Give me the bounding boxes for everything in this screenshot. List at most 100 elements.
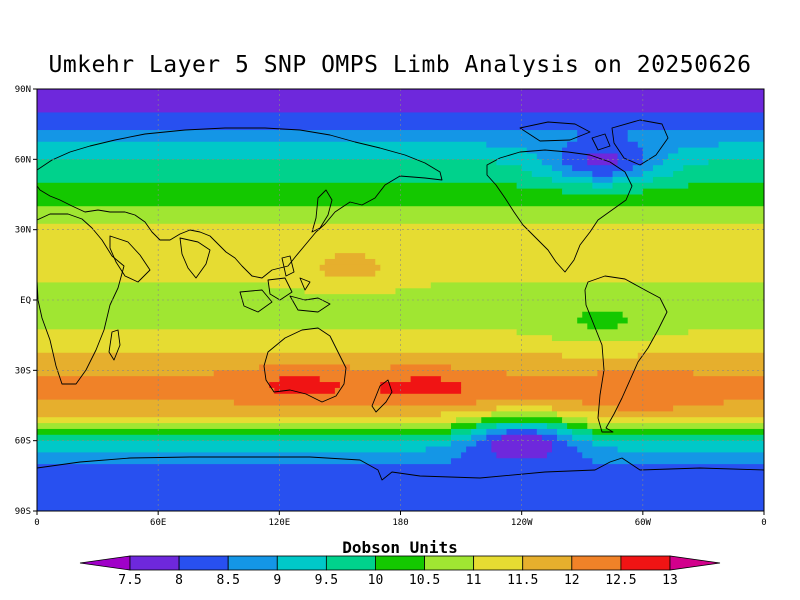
field-cell: [541, 159, 563, 166]
field-cell: [587, 153, 619, 160]
field-cell: [496, 423, 548, 430]
field-cell: [587, 323, 619, 330]
lon-tick-label: 60E: [150, 518, 166, 528]
field-cell: [668, 153, 764, 160]
field-cell: [37, 141, 487, 149]
field-cell: [269, 282, 432, 289]
colorbar-level-label: 9.5: [315, 573, 338, 588]
colorbar-low-arrow: [79, 555, 131, 571]
field-cell: [617, 159, 644, 166]
field-cell: [450, 434, 472, 442]
field-cell: [440, 411, 492, 418]
field-cell: [37, 335, 553, 342]
field-cell: [37, 440, 452, 448]
field-cell: [324, 270, 376, 278]
arctic-islands-coastline: [519, 121, 611, 151]
field-cell: [683, 165, 764, 172]
field-cell: [334, 253, 366, 260]
field-cell: [37, 229, 764, 237]
field-cell: [592, 458, 764, 465]
field-cell: [496, 159, 543, 166]
field-cell: [450, 423, 477, 430]
field-cell: [652, 165, 684, 172]
indonesia-coastline: [239, 277, 331, 313]
page-title: Umkehr Layer 5 SNP OMPS Limb Analysis on…: [48, 52, 752, 78]
field-cell: [627, 130, 764, 137]
colorbar-segment: [571, 555, 622, 571]
field-cell: [577, 135, 629, 143]
field-cell: [506, 428, 538, 436]
colorbar-segment: [129, 555, 180, 571]
lat-tick-label: EQ: [20, 296, 31, 306]
field-cell: [521, 165, 553, 172]
colorbar-units-label: Dobson Units: [342, 538, 458, 557]
field-cell: [688, 182, 764, 190]
eurasia-coastline: [37, 127, 443, 279]
field-cell: [37, 300, 764, 307]
field-cell: [587, 423, 764, 430]
north-america-coastline: [486, 149, 633, 273]
field-cell: [637, 352, 764, 360]
field-cell: [551, 335, 654, 342]
field-cell: [516, 182, 593, 190]
field-cell: [319, 264, 381, 272]
field-cell: [37, 130, 578, 137]
field-cell: [506, 370, 598, 377]
field-cell: [592, 176, 614, 184]
field-cell: [486, 428, 508, 436]
field-cell: [546, 452, 583, 459]
colorbar-segment: [473, 555, 524, 571]
field-cell: [557, 411, 598, 418]
field-cell: [37, 176, 553, 184]
south-america-coastline: [584, 275, 668, 433]
field-cell: [496, 405, 553, 412]
field-cell: [673, 405, 764, 412]
field-cell: [37, 364, 260, 371]
field-cell: [597, 370, 694, 377]
field-cell: [562, 153, 588, 160]
ozone-field: [37, 89, 764, 511]
field-cell: [410, 376, 442, 383]
field-cell: [37, 264, 321, 272]
field-cell: [617, 446, 764, 453]
field-cell: [536, 428, 558, 436]
field-cell: [557, 428, 573, 436]
field-cell: [577, 446, 619, 453]
field-cell: [319, 376, 412, 383]
field-cell: [37, 294, 764, 301]
madagascar-coastline: [108, 329, 121, 361]
field-cell: [339, 382, 381, 389]
field-cell: [612, 182, 689, 190]
field-cell: [531, 171, 563, 178]
field-cell: [37, 505, 764, 511]
lon-tick-label: 0: [34, 518, 39, 528]
colorbar-level-label: 8.5: [216, 573, 239, 588]
field-cell: [562, 188, 644, 196]
field-cell: [582, 452, 764, 459]
field-cell: [642, 147, 679, 155]
field-cell: [450, 364, 764, 371]
field-cell: [526, 147, 563, 155]
field-cell: [627, 135, 764, 143]
field-cell: [622, 311, 764, 319]
field-cell: [37, 165, 523, 172]
field-cell: [486, 141, 568, 149]
field-cell: [562, 159, 588, 166]
field-cell: [592, 434, 764, 442]
field-cell: [274, 387, 336, 395]
field-cell: [663, 159, 710, 166]
field-cell: [375, 270, 764, 278]
field-cell: [592, 428, 764, 436]
field-cell: [37, 446, 427, 453]
field-cell: [723, 399, 764, 407]
field-cell: [380, 387, 462, 395]
colorbar-segment: [424, 555, 475, 571]
field-cell: [37, 270, 326, 278]
field-cell: [688, 329, 764, 336]
field-cell: [652, 335, 764, 342]
field-cell: [577, 317, 629, 325]
field-cell: [279, 376, 321, 383]
field-cell: [259, 364, 351, 371]
field-cell: [642, 188, 764, 196]
field-cell: [37, 399, 235, 407]
